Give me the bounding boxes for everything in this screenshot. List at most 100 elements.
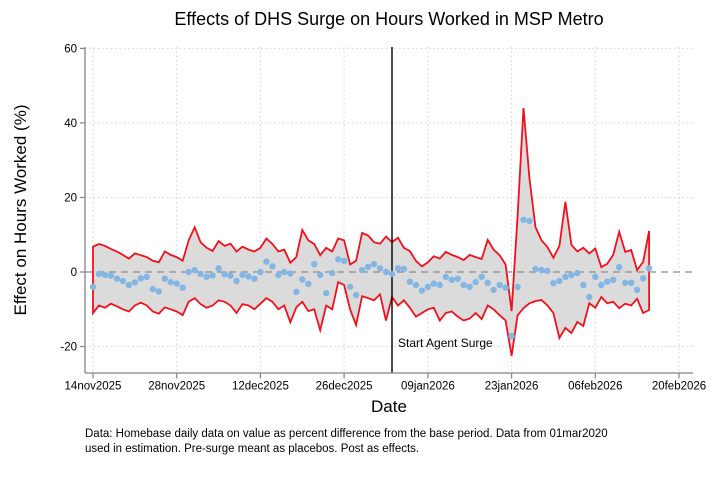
- data-point: [203, 273, 210, 280]
- data-point: [173, 280, 180, 287]
- data-point: [412, 281, 420, 289]
- x-tick-label: 12dec2025: [232, 381, 289, 393]
- data-point: [113, 275, 121, 282]
- data-point: [293, 288, 300, 295]
- x-tick-label: 26dec2025: [316, 381, 373, 393]
- data-point: [281, 268, 288, 276]
- data-point: [215, 265, 222, 272]
- data-point: [317, 271, 324, 279]
- data-point: [514, 283, 521, 291]
- data-point: [257, 268, 264, 276]
- data-point: [580, 281, 587, 289]
- data-point: [352, 291, 360, 299]
- data-point: [335, 256, 342, 263]
- data-point: [466, 283, 473, 291]
- data-point: [592, 273, 599, 280]
- data-point: [370, 261, 378, 268]
- data-point: [436, 281, 443, 289]
- data-point: [155, 288, 162, 295]
- data-point: [508, 332, 515, 340]
- footnote: Data: Homebase daily data on value as pe…: [85, 427, 608, 457]
- data-point: [382, 268, 390, 276]
- data-point: [568, 271, 575, 279]
- data-point: [185, 268, 192, 276]
- data-point: [454, 275, 461, 282]
- data-point: [430, 280, 437, 287]
- data-point: [544, 267, 551, 275]
- data-point: [299, 276, 306, 283]
- chart-title: Effects of DHS Surge on Hours Worked in …: [174, 9, 604, 29]
- x-axis-title: Date: [371, 397, 407, 416]
- data-point: [119, 277, 127, 285]
- data-point: [550, 280, 557, 287]
- data-point: [239, 271, 246, 279]
- data-point: [562, 273, 569, 280]
- data-point: [502, 284, 509, 291]
- data-point: [610, 276, 617, 283]
- data-point: [209, 272, 216, 279]
- data-point: [418, 287, 426, 294]
- data-point: [167, 278, 174, 286]
- y-tick-label: -20: [60, 342, 77, 354]
- data-point: [639, 275, 647, 282]
- data-point: [400, 265, 408, 273]
- data-point: [604, 278, 611, 285]
- data-point: [406, 278, 414, 285]
- event-line-label: Start Agent Surge: [398, 336, 493, 350]
- data-point: [227, 272, 234, 279]
- data-point: [526, 217, 533, 225]
- data-point: [107, 272, 115, 279]
- confidence-band: [92, 107, 650, 357]
- data-point: [358, 266, 366, 274]
- y-axis-title: Effect on Hours Worked (%): [11, 104, 30, 316]
- data-point: [89, 283, 97, 291]
- data-point: [149, 285, 156, 293]
- data-point: [376, 265, 384, 272]
- data-point: [394, 265, 402, 272]
- x-tick-label: 09jan2026: [401, 381, 455, 393]
- data-point: [532, 265, 539, 273]
- data-point: [496, 281, 503, 289]
- data-point: [633, 286, 641, 294]
- data-point: [329, 269, 336, 277]
- data-point: [263, 258, 270, 265]
- data-point: [478, 273, 485, 280]
- data-point: [460, 281, 467, 289]
- data-point: [340, 257, 348, 264]
- footnote-line-2: used in estimation. Pre-surge meant as p…: [85, 443, 420, 455]
- data-point: [346, 283, 354, 291]
- data-point: [484, 279, 491, 286]
- x-tick-label: 14nov2025: [65, 381, 122, 393]
- data-point: [101, 271, 109, 279]
- y-tick-label: 0: [71, 267, 77, 279]
- y-tick-label: 20: [64, 193, 77, 205]
- data-point: [424, 283, 432, 291]
- data-point: [586, 293, 593, 301]
- x-tick-label: 20feb2026: [652, 381, 706, 393]
- y-tick-label: 40: [64, 118, 77, 130]
- data-point: [125, 281, 133, 289]
- x-tick-label: 28nov2025: [148, 381, 205, 393]
- data-point: [305, 280, 312, 288]
- data-point: [131, 279, 139, 286]
- y-tick-label: 60: [64, 43, 77, 55]
- data-point: [622, 279, 629, 286]
- data-point: [556, 277, 563, 285]
- data-point: [598, 281, 605, 289]
- data-point: [275, 271, 282, 279]
- data-point: [311, 261, 318, 268]
- footnote-line-1: Data: Homebase daily data on value as pe…: [85, 428, 608, 440]
- data-point: [490, 286, 497, 294]
- data-point: [538, 266, 545, 274]
- data-point: [269, 263, 276, 270]
- data-point: [287, 270, 294, 277]
- data-point: [143, 273, 150, 280]
- data-point: [95, 270, 103, 278]
- data-point: [388, 270, 396, 278]
- data-point: [323, 290, 330, 297]
- data-point: [472, 278, 479, 286]
- data-point: [233, 277, 240, 285]
- data-point: [197, 270, 204, 278]
